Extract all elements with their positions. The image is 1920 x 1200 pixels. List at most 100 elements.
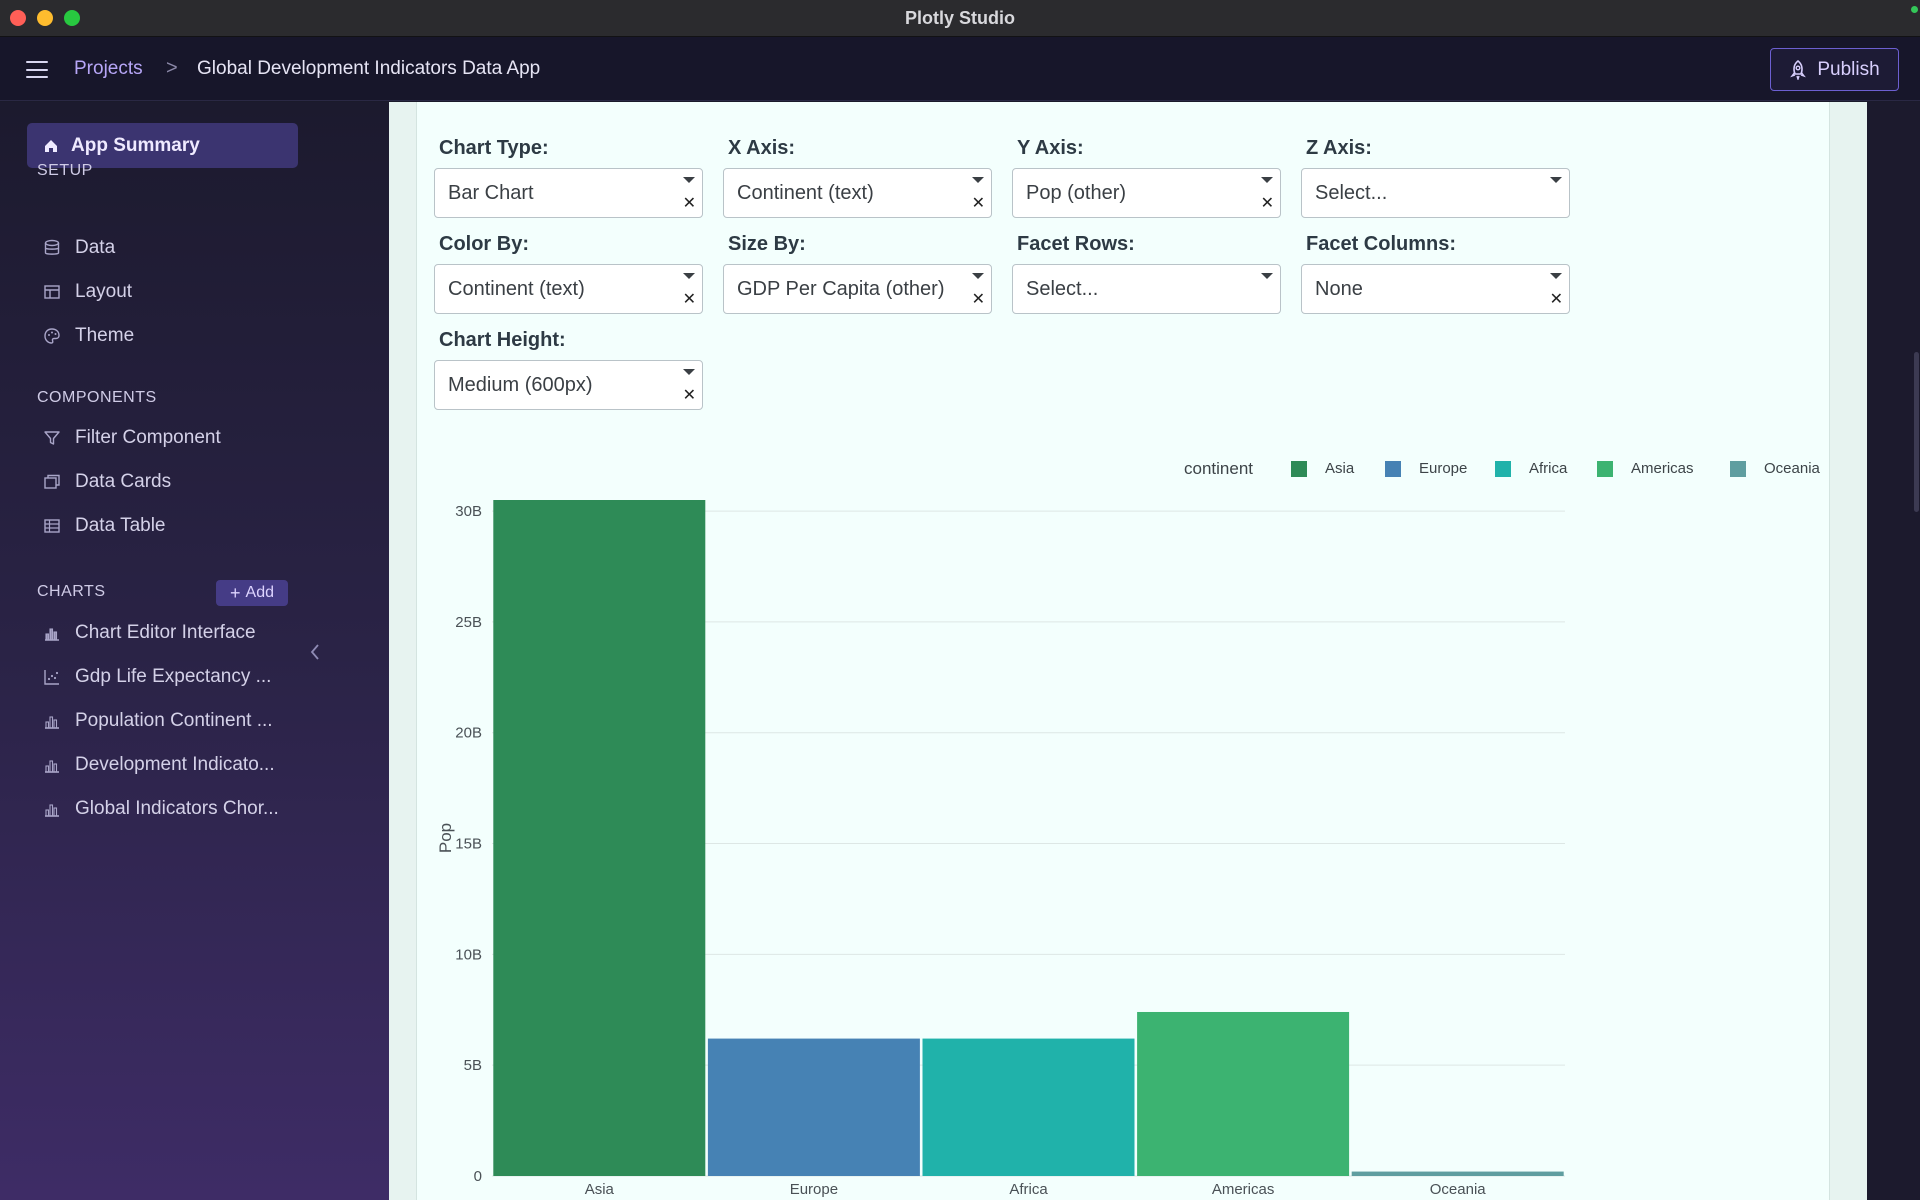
- publish-button[interactable]: Publish: [1770, 48, 1899, 91]
- x-axis-label: X Axis:: [728, 137, 796, 159]
- filter-icon: [44, 431, 60, 445]
- right-gutter: [1867, 102, 1920, 1200]
- dropdown-value: Bar Chart: [448, 182, 534, 204]
- sidebar-item-population-continent[interactable]: Population Continent ...: [43, 706, 273, 736]
- sidebar-item-label: Layout: [75, 281, 133, 302]
- window-close-button[interactable]: [10, 10, 26, 26]
- sidebar-item-data-cards[interactable]: Data Cards: [43, 467, 171, 497]
- y-tick-label: 25B: [455, 614, 482, 631]
- home-icon: [45, 139, 57, 152]
- window-title: Plotly Studio: [905, 8, 1015, 28]
- sidebar-item-label: Theme: [75, 325, 135, 346]
- cards-icon: [44, 474, 60, 489]
- database-icon: [44, 239, 60, 255]
- clear-icon[interactable]: ✕: [1260, 195, 1274, 212]
- facet-rows-dropdown[interactable]: Select...: [1012, 264, 1281, 314]
- status-dot: [1911, 6, 1918, 13]
- population-bar-chart[interactable]: 0 5B 10B 15B 20B 25B 30B Asia Europe Africa Americ…: [417, 102, 1831, 1200]
- add-chart-button[interactable]: + Add: [216, 580, 288, 606]
- z-axis-dropdown[interactable]: Select...: [1301, 168, 1570, 218]
- sidebar-item-app-summary[interactable]: App Summary: [27, 123, 298, 168]
- clear-icon[interactable]: ✕: [682, 291, 696, 308]
- color-by-label: Color By:: [439, 233, 529, 255]
- sidebar-item-development-indicators[interactable]: Development Indicato...: [43, 750, 275, 780]
- sidebar-item-label: Data Cards: [75, 471, 172, 492]
- facet-rows-label: Facet Rows:: [1017, 233, 1135, 255]
- breadcrumb-separator: >: [166, 57, 178, 79]
- publish-label: Publish: [1817, 58, 1880, 80]
- sidebar-item-theme[interactable]: Theme: [43, 321, 134, 351]
- sidebar-item-chart-editor-interface[interactable]: Chart Editor Interface: [43, 618, 256, 648]
- x-tick-label: Asia: [585, 1181, 615, 1198]
- bar-chart-icon: [45, 760, 59, 773]
- layout-icon: [44, 285, 60, 299]
- sidebar-item-data[interactable]: Data: [43, 233, 115, 263]
- sidebar-item-label: Filter Component: [75, 427, 221, 448]
- dropdown-value: Pop (other): [1026, 182, 1127, 204]
- dropdown-arrow-icon: [1261, 273, 1273, 279]
- window-minimize-button[interactable]: [37, 10, 53, 26]
- chart-height-dropdown[interactable]: Medium (600px) ✕: [434, 360, 703, 410]
- sidebar-item-layout[interactable]: Layout: [43, 277, 132, 307]
- dropdown-arrow-icon: [972, 177, 984, 183]
- legend-item-americas[interactable]: Americas: [1597, 460, 1694, 477]
- charts-section-title: CHARTS: [37, 583, 106, 600]
- bar-chart-icon: [45, 628, 59, 641]
- sidebar-item-global-indicators[interactable]: Global Indicators Chor...: [43, 794, 279, 824]
- bar-europe[interactable]: [707, 1038, 920, 1176]
- legend-item-africa[interactable]: Africa: [1495, 460, 1567, 477]
- legend-swatch: [1597, 460, 1613, 477]
- clear-icon[interactable]: ✕: [682, 195, 696, 212]
- collapse-sidebar-chevron-icon[interactable]: [305, 639, 325, 665]
- facet-columns-dropdown[interactable]: None ✕: [1301, 264, 1570, 314]
- dropdown-value: GDP Per Capita (other): [737, 278, 945, 300]
- dropdown-arrow-icon: [1261, 177, 1273, 183]
- dropdown-arrow-icon: [683, 177, 695, 183]
- breadcrumb-projects-link[interactable]: Projects: [74, 58, 143, 79]
- clear-icon[interactable]: ✕: [682, 387, 696, 404]
- x-axis-dropdown[interactable]: Continent (text) ✕: [723, 168, 992, 218]
- palette-icon: [44, 328, 60, 344]
- color-by-dropdown[interactable]: Continent (text) ✕: [434, 264, 703, 314]
- chart-editor-card: Chart Type: Bar Chart ✕ X Axis: Continen…: [416, 102, 1830, 1200]
- sidebar-item-data-table[interactable]: Data Table: [43, 511, 166, 541]
- bar-asia[interactable]: [493, 500, 706, 1176]
- clear-icon[interactable]: ✕: [971, 291, 985, 308]
- menu-icon[interactable]: [26, 61, 48, 78]
- bar-africa[interactable]: [922, 1038, 1135, 1176]
- z-axis-label: Z Axis:: [1306, 137, 1372, 159]
- size-by-label: Size By:: [728, 233, 806, 255]
- bar-oceania[interactable]: [1351, 1171, 1564, 1176]
- window-maximize-button[interactable]: [64, 10, 80, 26]
- scrollbar-thumb[interactable]: [1914, 352, 1919, 512]
- size-by-dropdown[interactable]: GDP Per Capita (other) ✕: [723, 264, 992, 314]
- legend-item-europe[interactable]: Europe: [1385, 460, 1467, 477]
- y-tick-label: 0: [474, 1168, 482, 1185]
- legend-item-asia[interactable]: Asia: [1291, 460, 1354, 477]
- x-tick-label: Americas: [1212, 1181, 1275, 1198]
- y-tick-label: 5B: [464, 1057, 482, 1074]
- x-tick-label: Europe: [790, 1181, 838, 1198]
- clear-icon[interactable]: ✕: [971, 195, 985, 212]
- sidebar-item-label: Data Table: [75, 515, 166, 536]
- dropdown-value: Select...: [1026, 278, 1099, 300]
- rocket-icon: [1790, 59, 1807, 80]
- legend-label: Oceania: [1764, 460, 1820, 477]
- legend-label: Europe: [1419, 460, 1468, 477]
- chart-type-dropdown[interactable]: Bar Chart ✕: [434, 168, 703, 218]
- sidebar-item-label: Gdp Life Expectancy ...: [75, 666, 272, 687]
- bar-americas[interactable]: [1137, 1011, 1350, 1176]
- breadcrumb-current-project: Global Development Indicators Data App: [197, 58, 541, 79]
- sidebar-item-filter-component[interactable]: Filter Component: [43, 423, 221, 453]
- plus-icon: +: [230, 583, 241, 603]
- y-tick-label: 15B: [455, 836, 482, 853]
- dropdown-value: Continent (text): [448, 278, 585, 300]
- x-tick-label: Oceania: [1430, 1181, 1487, 1198]
- app-summary-label: App Summary: [71, 134, 200, 156]
- legend-item-oceania[interactable]: Oceania: [1730, 460, 1820, 477]
- clear-icon[interactable]: ✕: [1549, 291, 1563, 308]
- table-icon: [44, 519, 60, 533]
- legend-swatch: [1495, 460, 1511, 477]
- sidebar-item-gdp-life-expectancy[interactable]: Gdp Life Expectancy ...: [43, 662, 271, 692]
- y-axis-dropdown[interactable]: Pop (other) ✕: [1012, 168, 1281, 218]
